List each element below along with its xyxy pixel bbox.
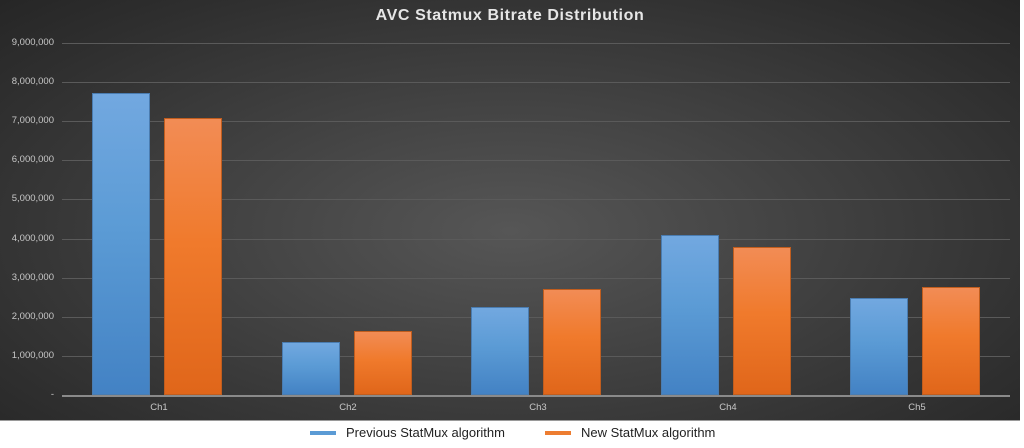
gridline (62, 356, 1010, 357)
legend-item-new[interactable]: New StatMux algorithm (545, 425, 715, 440)
y-tick-label: 8,000,000 (11, 76, 54, 87)
chart-title: AVC Statmux Bitrate Distribution (375, 7, 645, 24)
gridline (62, 82, 1010, 83)
bar-ch5-previous[interactable] (850, 298, 908, 395)
chart-area: AVC Statmux Bitrate Distribution - 1,000,… (0, 0, 1020, 421)
bar-ch1-previous[interactable] (92, 93, 150, 395)
gridline (62, 43, 1010, 44)
gridline (62, 278, 1010, 279)
y-tick-label: 5,000,000 (11, 193, 54, 204)
x-category-label: Ch3 (529, 402, 547, 413)
bar-ch4-previous[interactable] (661, 235, 719, 395)
x-category-label: Ch4 (719, 402, 737, 413)
legend-swatch-orange (545, 430, 571, 435)
x-category-label: Ch2 (339, 402, 357, 413)
gridline (62, 121, 1010, 122)
x-category-label: Ch1 (150, 402, 168, 413)
y-tick-label: - (50, 389, 54, 400)
gridline (62, 160, 1010, 161)
y-tick-label: 4,000,000 (11, 233, 54, 244)
legend-label: Previous StatMux algorithm (346, 425, 505, 440)
legend-item-previous[interactable]: Previous StatMux algorithm (310, 425, 505, 440)
y-tick-label: 6,000,000 (11, 154, 54, 165)
bar-ch4-new[interactable] (733, 247, 791, 395)
y-tick-label: 2,000,000 (11, 311, 54, 322)
bar-ch2-new[interactable] (354, 331, 412, 395)
y-tick-label: 3,000,000 (11, 272, 54, 283)
y-tick-label: 1,000,000 (11, 350, 54, 361)
gridline (62, 199, 1010, 200)
legend-swatch-blue (310, 430, 336, 435)
bar-ch2-previous[interactable] (282, 342, 340, 395)
y-tick-label: 9,000,000 (11, 37, 54, 48)
x-category-label: Ch5 (908, 402, 926, 413)
gridline (62, 317, 1010, 318)
gridline (62, 239, 1010, 240)
bar-ch5-new[interactable] (922, 287, 980, 395)
legend-label: New StatMux algorithm (581, 425, 716, 440)
legend: Previous StatMux algorithm New StatMux a… (0, 425, 1024, 443)
y-tick-label: 7,000,000 (11, 115, 54, 126)
bar-ch3-new[interactable] (543, 289, 601, 395)
bar-ch1-new[interactable] (164, 118, 222, 395)
x-axis (62, 395, 1010, 397)
bar-ch3-previous[interactable] (471, 307, 529, 395)
